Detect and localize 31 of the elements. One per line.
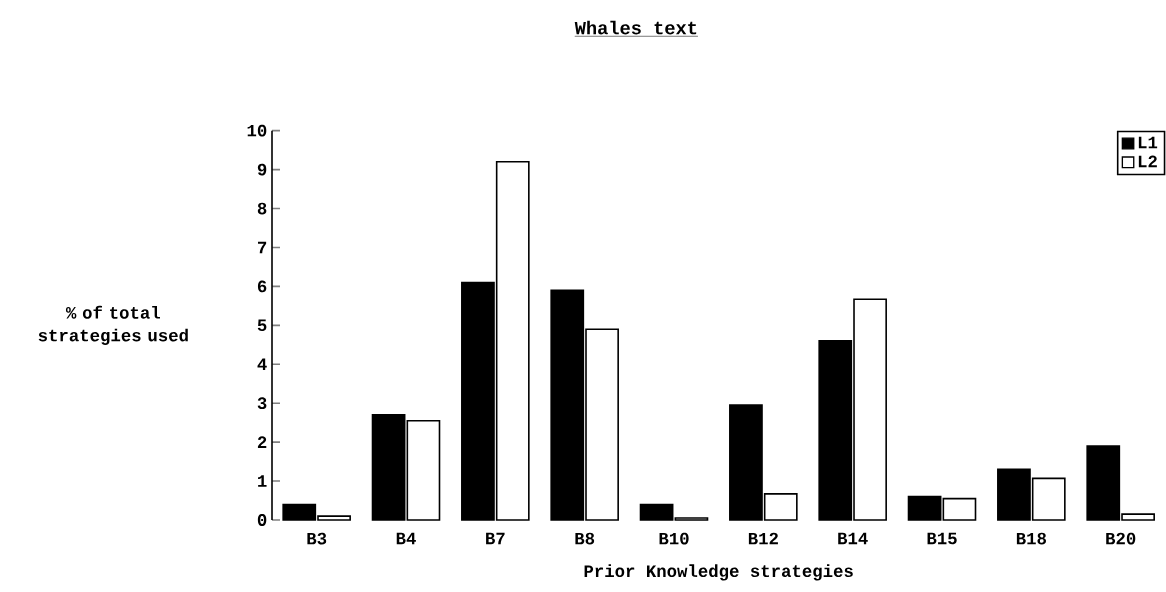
bar [371,414,406,521]
legend-label: L2 [1138,155,1157,168]
x-tick-label: B7 [486,532,505,545]
x-tick-label: B20 [1106,532,1136,545]
x-tick-label: B12 [748,532,778,545]
y-tick-label: 2 [257,436,267,448]
y-tick-label: 10 [247,124,267,137]
chart-title: Whales text [574,20,697,35]
y-tick-label: 6 [257,280,267,293]
x-axis-title: Prior Knowledge strategies [584,564,853,581]
y-axis-title: % of total strategies used [38,305,188,345]
x-tick-label: B15 [927,532,957,545]
bar [639,503,674,521]
bar [406,419,441,521]
bar [907,495,942,521]
y-tick-label: 8 [257,202,267,215]
x-tick-label: B10 [659,532,689,545]
x-tick-label: B14 [838,532,868,545]
y-tick-label: 7 [258,241,267,254]
y-tick-label: 0 [257,514,267,526]
y-tick-label: 1 [258,475,267,487]
y-tick-label: 9 [257,163,267,176]
x-tick-label: B18 [1016,532,1047,545]
x-tick-label: B3 [307,532,327,545]
y-tick-label: 5 [257,319,267,332]
x-tick-label: B4 [396,532,416,545]
legend-label: L1 [1138,136,1158,149]
bar [942,497,977,521]
y-tick-label: 3 [257,397,267,410]
x-tick-label: B8 [575,532,595,545]
y-tick-label: 4 [257,358,267,370]
